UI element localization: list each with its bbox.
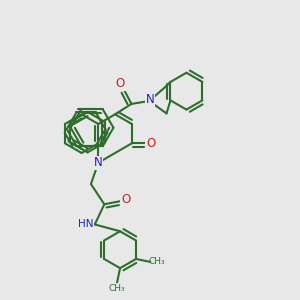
Text: HN: HN <box>78 220 94 230</box>
Text: N: N <box>146 93 154 106</box>
Text: O: O <box>121 193 130 206</box>
Text: N: N <box>94 156 103 169</box>
Text: CH₃: CH₃ <box>108 284 125 293</box>
Text: O: O <box>116 77 125 90</box>
Text: CH₃: CH₃ <box>148 257 165 266</box>
Text: O: O <box>146 137 155 150</box>
